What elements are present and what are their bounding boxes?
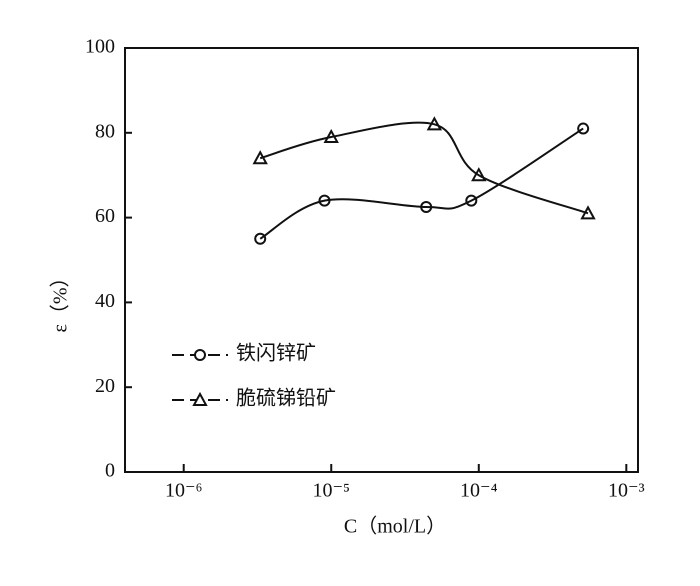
x-tick-label: 10⁻⁵ [312, 480, 350, 502]
x-axis-label: C（mol/L） [344, 515, 446, 538]
legend-label: 铁闪锌矿 [236, 342, 316, 365]
circle-marker [254, 232, 267, 245]
circle-marker [318, 194, 331, 207]
x-tick-label: 10⁻⁴ [460, 480, 498, 502]
y-axis-label: ε（%） [49, 267, 72, 332]
circle-marker [194, 349, 206, 361]
circle-marker [577, 122, 590, 135]
fit-curve [259, 121, 589, 215]
triangle-marker [580, 205, 596, 220]
y-tick-label: 100 [85, 36, 115, 58]
triangle-marker [471, 167, 487, 182]
fit-curve [259, 127, 584, 240]
y-tick-label: 40 [95, 290, 115, 312]
legend-label: 脆硫锑铅矿 [236, 387, 336, 410]
y-tick-label: 0 [105, 460, 115, 482]
triangle-marker [252, 150, 268, 165]
triangle-marker [426, 116, 443, 131]
y-tick-label: 20 [95, 375, 115, 397]
y-tick-label: 80 [95, 120, 115, 142]
circle-marker [420, 201, 433, 213]
triangle-marker [323, 128, 339, 144]
x-tick-label: 10⁻³ [608, 480, 645, 502]
plot-frame [124, 47, 639, 473]
circle-marker [465, 194, 478, 207]
y-tick-label: 60 [95, 205, 115, 227]
triangle-marker [192, 391, 208, 406]
x-tick-label: 10⁻⁶ [165, 480, 203, 502]
